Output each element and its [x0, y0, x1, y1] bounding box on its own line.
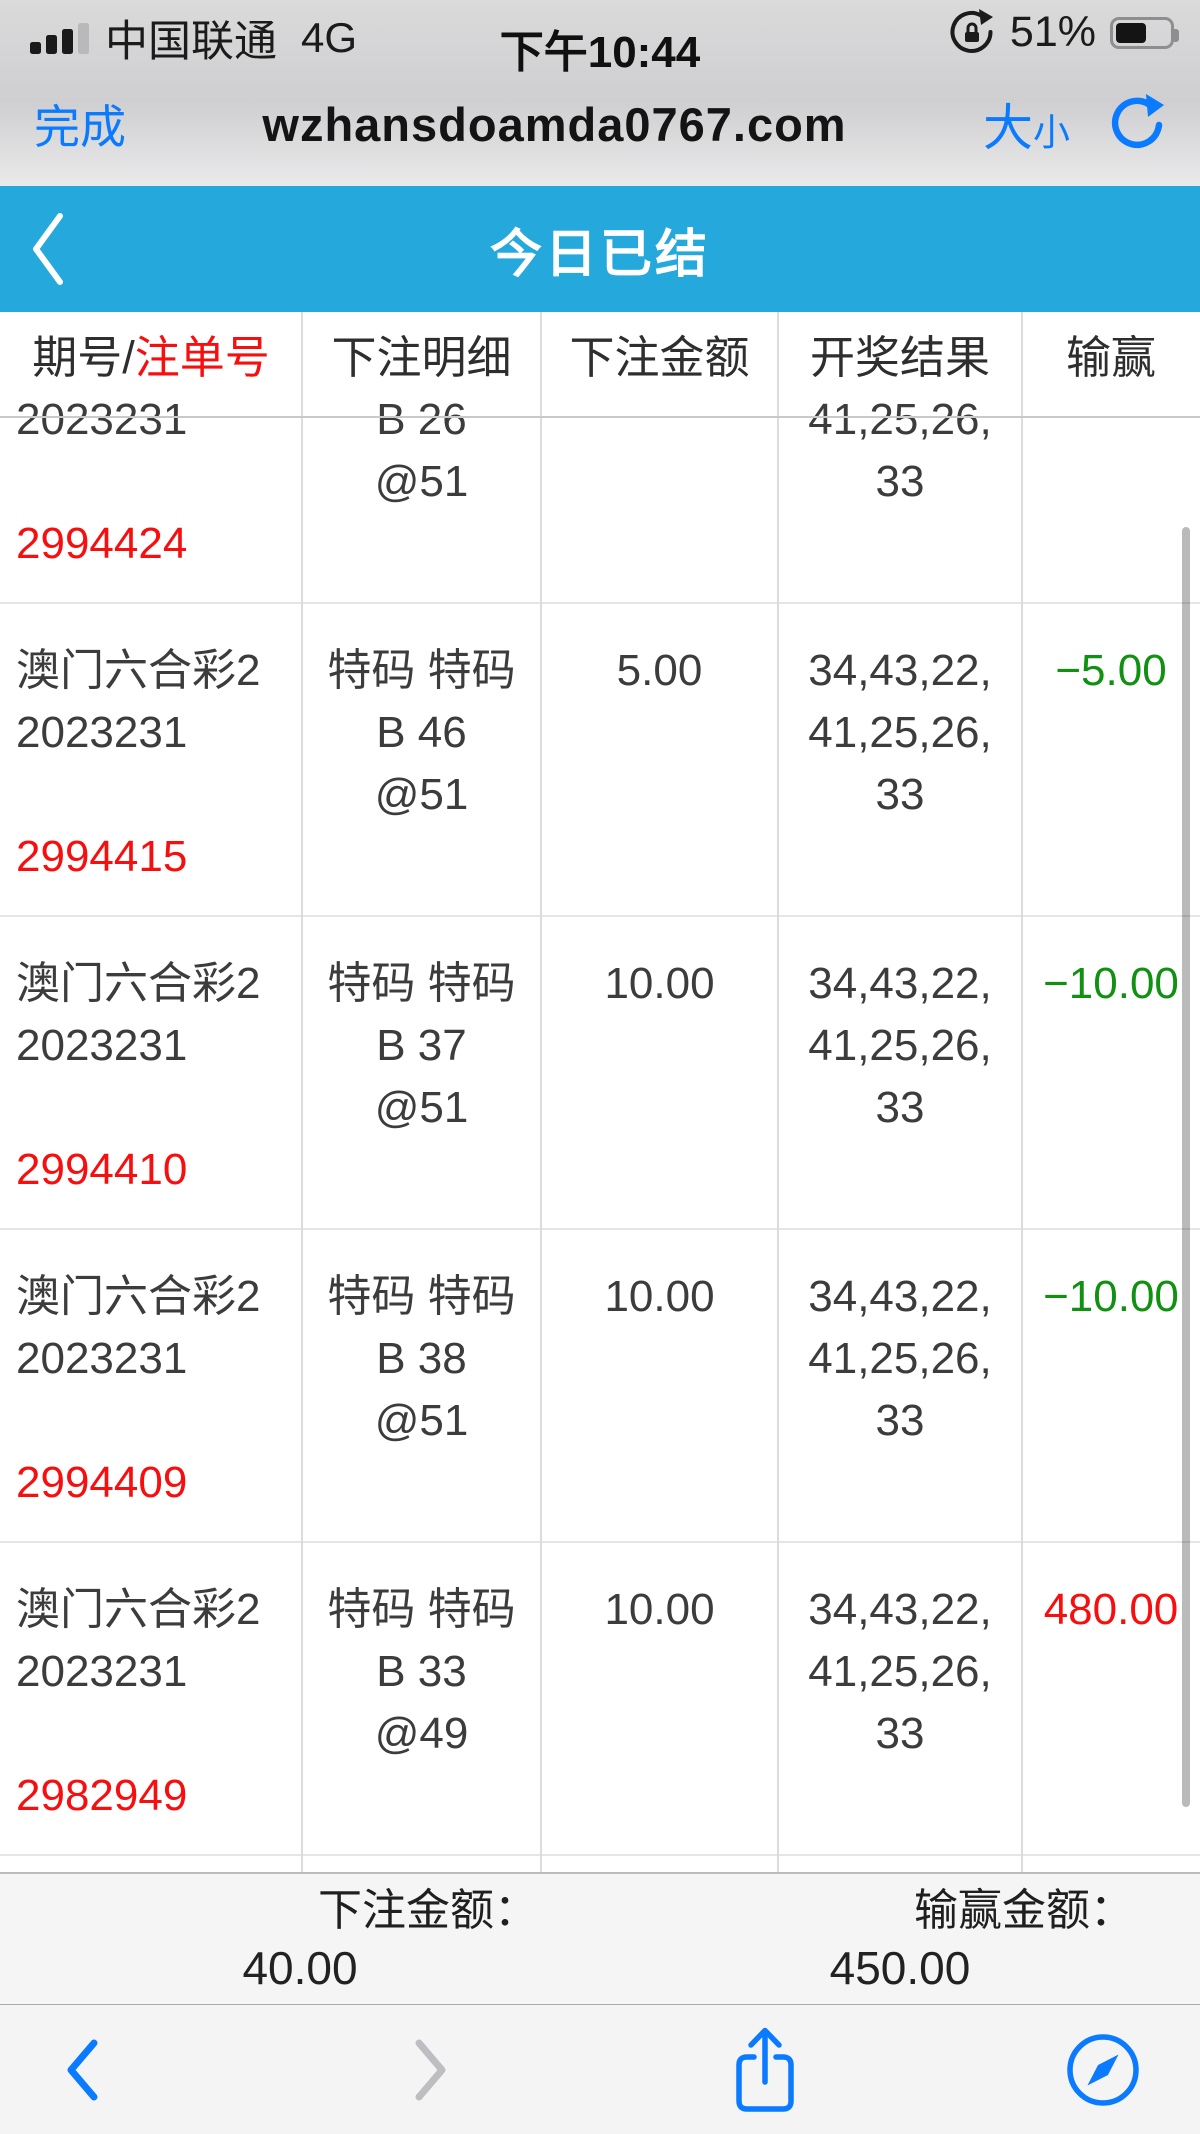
winloss-value: −10.00	[1043, 1272, 1179, 1321]
column-divider	[1021, 312, 1023, 1872]
rotation-lock-icon	[948, 8, 996, 57]
bet-odds: @51	[374, 457, 469, 506]
signal-strength-icon	[30, 22, 89, 54]
table-row: 2023231 2994424 B 26 @51 41,25,26, 33	[0, 395, 1200, 604]
ticket-number: 2994409	[16, 1458, 188, 1507]
reload-button[interactable]	[1110, 94, 1166, 154]
ticket-number: 2994424	[16, 519, 188, 568]
bet-type: 特码 特码	[327, 646, 516, 695]
bet-total-label: 下注金额：	[318, 1886, 538, 1935]
network-type-label: 4G	[301, 14, 358, 61]
column-divider	[540, 312, 542, 1872]
bet-detail: B 38	[376, 1334, 467, 1383]
winloss-value: −10.00	[1043, 959, 1179, 1008]
draw-result: 33	[875, 1709, 925, 1758]
game-name: 澳门六合彩2	[16, 1272, 261, 1321]
ios-chrome: 中国联通 4G 下午10:44 51% 完成 wzhansdoamda0767.…	[0, 0, 1200, 186]
draw-result: 34,43,22,	[808, 1272, 992, 1321]
column-divider	[301, 312, 303, 1872]
game-name: 澳门六合彩2	[16, 646, 261, 695]
bet-odds: @51	[374, 1396, 469, 1445]
address-field[interactable]: wzhansdoamda0767.com	[262, 97, 847, 151]
ticket-number: 2982949	[16, 1771, 188, 1820]
bet-amount: 10.00	[604, 959, 715, 1008]
col-header-bet-detail: 下注明细	[331, 332, 512, 383]
col-header-period-ticket: 期号/注单号	[32, 332, 270, 383]
bet-odds: @51	[374, 1083, 469, 1132]
table-row: 澳门六合彩2 2023231 2994409 特码 特码 B 38 @51 10…	[0, 1230, 1200, 1543]
done-button[interactable]: 完成	[34, 101, 126, 153]
table-scroll-area[interactable]: 2023231 2994424 B 26 @51 41,25,26, 33 澳门…	[0, 395, 1200, 1872]
draw-result: 34,43,22,	[808, 1585, 992, 1634]
text-size-large-label: 大	[983, 100, 1033, 156]
draw-result: 33	[875, 457, 925, 506]
bet-type: 特码 特码	[327, 1272, 516, 1321]
col-header-winloss: 输赢	[1065, 332, 1156, 383]
column-divider	[777, 312, 779, 1872]
draw-result: 41,25,26,	[808, 708, 992, 757]
battery-icon	[1110, 16, 1179, 49]
draw-result: 33	[875, 1083, 925, 1132]
bet-odds: @51	[374, 770, 469, 819]
table-row: 澳门六合彩2 2023231 2994410 特码 特码 B 37 @51 10…	[0, 917, 1200, 1230]
settled-bets-table: 期号/注单号 下注明细 下注金额 开奖结果 输赢 2023231 2994424…	[0, 312, 1200, 1872]
bet-amount: 5.00	[616, 646, 703, 695]
period-number: 2023231	[16, 1334, 188, 1383]
draw-result: 34,43,22,	[808, 959, 992, 1008]
period-number: 2023231	[16, 1647, 188, 1696]
safari-toolbar	[0, 2004, 1200, 2134]
ticket-number: 2994415	[16, 832, 188, 881]
totals-footer: 下注金额： 输赢金额： 40.00 450.00	[0, 1872, 1200, 2004]
col-header-bet-amount: 下注金额	[569, 332, 750, 383]
draw-result: 41,25,26,	[808, 1647, 992, 1696]
text-size-button[interactable]: 大 小	[983, 88, 1070, 160]
status-bar: 中国联通 4G 下午10:44 51%	[0, 0, 1200, 77]
period-number: 2023231	[16, 708, 188, 757]
carrier-label: 中国联通	[105, 18, 277, 66]
bet-odds: @49	[374, 1709, 469, 1758]
page-header: 今日已结	[0, 186, 1200, 312]
table-row: 澳门六合彩2 2023231 2994415 特码 特码 B 46 @51 5.…	[0, 604, 1200, 917]
text-size-small-label: 小	[1033, 112, 1070, 153]
bet-detail: B 37	[376, 1021, 467, 1070]
period-number: 2023231	[16, 395, 188, 444]
draw-result: 33	[875, 770, 925, 819]
draw-result: 41,25,26,	[808, 1334, 992, 1383]
header-bottom-border	[0, 416, 1200, 418]
winloss-value: −5.00	[1055, 646, 1167, 695]
safari-compass-icon[interactable]	[1064, 2031, 1142, 2109]
bet-type: 特码 特码	[327, 959, 516, 1008]
draw-result: 34,43,22,	[808, 646, 992, 695]
battery-percent-label: 51%	[1009, 8, 1096, 56]
winloss-total-label: 输赢金额：	[914, 1886, 1134, 1935]
scrollbar[interactable]	[1182, 527, 1190, 1807]
browser-back-button[interactable]	[63, 2038, 103, 2102]
game-name: 澳门六合彩2	[16, 1585, 261, 1634]
bet-detail: B 26	[376, 395, 467, 444]
ticket-number: 2994410	[16, 1145, 188, 1194]
share-icon[interactable]	[731, 2025, 799, 2115]
bet-type: 特码 特码	[327, 1585, 516, 1634]
table-header-row: 期号/注单号 下注明细 下注金额 开奖结果 输赢	[0, 312, 1200, 395]
col-header-draw-result: 开奖结果	[809, 332, 990, 383]
bet-amount: 10.00	[604, 1585, 715, 1634]
table-row: 澳门六合彩2 2023231 2982949 特码 特码 B 33 @49 10…	[0, 1543, 1200, 1856]
bet-total-value: 40.00	[242, 1942, 358, 1994]
bet-detail: B 33	[376, 1647, 467, 1696]
browser-forward-button[interactable]	[410, 2038, 450, 2102]
period-number: 2023231	[16, 1021, 188, 1070]
back-icon[interactable]	[28, 210, 68, 293]
clock-label: 下午10:44	[499, 28, 701, 77]
draw-result: 41,25,26,	[808, 1021, 992, 1070]
bet-detail: B 46	[376, 708, 467, 757]
game-name: 澳门六合彩2	[16, 959, 261, 1008]
draw-result: 33	[875, 1396, 925, 1445]
page-title: 今日已结	[489, 225, 710, 284]
winloss-value: 480.00	[1043, 1585, 1179, 1634]
safari-url-bar: 完成 wzhansdoamda0767.com 大 小	[0, 62, 1200, 186]
winloss-total-value: 450.00	[829, 1942, 971, 1994]
bet-amount: 10.00	[604, 1272, 715, 1321]
draw-result: 41,25,26,	[808, 395, 992, 444]
